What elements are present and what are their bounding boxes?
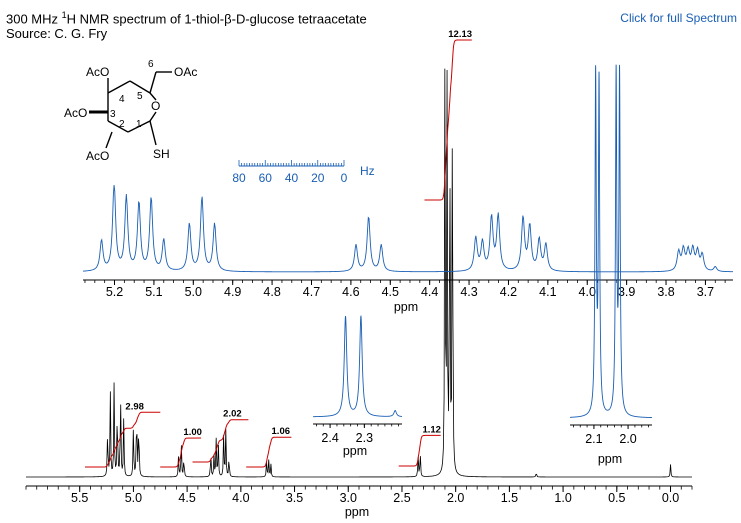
label-ring-o: O — [151, 99, 160, 113]
title-superscript: 1 — [61, 10, 67, 20]
label-aco-c3: AcO — [64, 106, 87, 120]
integral-curve-4 — [398, 434, 441, 467]
tick-label: 3.8 — [657, 285, 674, 299]
tick-label: 4.0 — [232, 491, 249, 505]
ring-bond-o-1 — [149, 111, 157, 122]
label-c3: 3 — [110, 109, 116, 120]
glucose-thiol-structure — [89, 71, 172, 149]
tick-label: 4.5 — [178, 491, 195, 505]
tick-label: 4.7 — [303, 285, 320, 299]
label-aco-c4: AcO — [86, 65, 109, 79]
bond-c1-sh — [149, 120, 157, 146]
integral-label-3: 1.06 — [272, 426, 291, 437]
x-axis-title: ppm — [345, 505, 369, 519]
label-c6: 6 — [148, 59, 154, 70]
hz-tick-label: 0 — [341, 171, 348, 185]
tick-label: 2.3 — [356, 431, 373, 445]
label-c4: 4 — [119, 94, 125, 105]
tick-label: 2.1 — [585, 432, 602, 446]
tick-label: 4.1 — [539, 285, 556, 299]
tick-label: 5.1 — [145, 285, 162, 299]
title-suffix: H NMR spectrum of 1-thiol-β-D-glucose te… — [66, 11, 367, 27]
full-spectrum-panel: 5.5 5.0 4.5 4.0 3.5 3.0 2.5 2.0 1.5 1.0 0.5 0.0ppm2… — [25, 29, 693, 519]
tick-label: 4.8 — [263, 285, 280, 299]
ring-bond-2-3 — [107, 120, 129, 133]
title-prefix: 300 MHz — [6, 11, 62, 27]
spectrum-trace — [82, 184, 734, 273]
label-c1: 1 — [136, 119, 142, 130]
x-axis-title: ppm — [394, 300, 418, 314]
tick-label: 4.5 — [382, 285, 399, 299]
integral-label-1: 1.00 — [183, 427, 202, 438]
label-sh: SH — [153, 147, 170, 161]
tick-label: 2.0 — [447, 491, 464, 505]
tick-label: 4.9 — [224, 285, 241, 299]
spectrum-trace — [26, 68, 692, 478]
tick-label: 2.5 — [393, 491, 410, 505]
hz-tick-label: 80 — [232, 171, 246, 185]
integral-label-5: 12.13 — [448, 29, 472, 40]
integral-label-0: 2.98 — [125, 401, 144, 412]
bond-c2-oac — [105, 131, 113, 149]
integral-curve-2 — [192, 419, 249, 463]
hz-scale-bar: 80 60 40 20 0 — [232, 160, 348, 185]
ring-bond-o-top — [149, 92, 157, 101]
hz-tick-label: 20 — [311, 171, 325, 185]
tick-label: 3.7 — [697, 285, 714, 299]
tick-label: 0.5 — [608, 491, 625, 505]
tick-label: 2.0 — [619, 432, 636, 446]
hz-unit-label: Hz — [360, 164, 375, 178]
tick-label: 1.5 — [501, 491, 518, 505]
ring-bond-4-5 — [107, 80, 131, 94]
tick-label: 5.5 — [71, 491, 88, 505]
tick-label: 4.0 — [579, 285, 596, 299]
tick-label: 3.5 — [286, 491, 303, 505]
integral-label-2: 2.02 — [223, 409, 242, 420]
label-aco-c2: AcO — [86, 149, 109, 163]
tick-label: 4.2 — [500, 285, 517, 299]
ring-bond-5-o — [129, 80, 151, 94]
integral-curve-1 — [160, 437, 202, 468]
spectrum-trace — [570, 64, 652, 418]
bond-c5-c6 — [149, 71, 157, 94]
ring-bond-1-2 — [127, 120, 151, 133]
label-oac-c6: OAc — [174, 65, 197, 79]
integral-label-4: 1.12 — [422, 424, 441, 435]
tick-label: 5.0 — [125, 491, 142, 505]
spectrum-trace — [313, 315, 403, 418]
tick-label: 2.4 — [321, 431, 338, 445]
sugar-expansion-panel: 5.2 5.1 5.0 4.9 4.8 4.7 4.6 4.5 4.4 4.3 4.2 4.1 4.0 3… — [82, 184, 734, 314]
x-axis-title: ppm — [343, 444, 367, 458]
integral-curve-3 — [246, 436, 292, 468]
integral-curve-5 — [424, 39, 472, 201]
tick-label: 5.0 — [185, 285, 202, 299]
x-axis-title: ppm — [598, 452, 622, 466]
tick-label: 4.3 — [460, 285, 477, 299]
tick-label: 3.9 — [618, 285, 635, 299]
tick-label: 4.6 — [342, 285, 359, 299]
tick-label: 4.4 — [421, 285, 438, 299]
acetate-expansion-panel: 2.1 2.0 ppm — [570, 64, 652, 466]
tick-label: 3.0 — [340, 491, 357, 505]
tick-label: 0.0 — [662, 491, 679, 505]
integral-curve-0 — [85, 411, 161, 468]
chart-title: 300 MHz 1H NMR spectrum of 1-thiol-β-D-g… — [6, 10, 367, 26]
source-line: Source: C. G. Fry — [6, 26, 108, 41]
label-c2: 2 — [119, 119, 125, 130]
hz-tick-label: 60 — [259, 171, 273, 185]
full-spectrum-link[interactable]: Click for full Spectrum — [620, 11, 737, 25]
tick-label: 1.0 — [554, 491, 571, 505]
tick-label: 5.2 — [106, 285, 123, 299]
label-c5: 5 — [137, 91, 143, 102]
hz-tick-label: 40 — [285, 171, 299, 185]
